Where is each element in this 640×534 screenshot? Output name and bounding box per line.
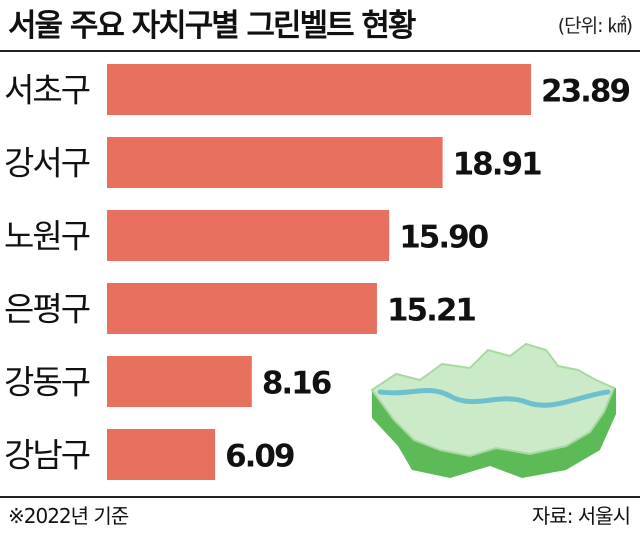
value-label-6: 6.09 <box>225 439 294 475</box>
source-label: 자료: 서울시 <box>531 504 631 528</box>
value-label-2: 18.91 <box>453 147 541 183</box>
category-label-1: 서초구 <box>4 71 90 110</box>
bar-6 <box>107 429 216 480</box>
bottom-divider <box>0 496 640 498</box>
value-label-3: 15.90 <box>399 220 488 256</box>
bar-1 <box>107 64 531 115</box>
category-label-6: 강남구 <box>4 436 90 475</box>
bar-2 <box>107 137 443 188</box>
category-label-2: 강서구 <box>4 144 90 183</box>
category-label-5: 강동구 <box>4 363 90 402</box>
bar-5 <box>107 356 252 407</box>
unit-label: (단위: ㎢) <box>557 15 633 37</box>
top-divider <box>0 50 640 52</box>
value-label-4: 15.21 <box>387 293 475 329</box>
category-label-3: 노원구 <box>4 217 90 256</box>
bar-4 <box>107 283 377 334</box>
value-label-5: 8.16 <box>262 366 331 402</box>
bar-3 <box>107 210 390 261</box>
chart-title: 서울 주요 자치구별 그린벨트 현황 <box>8 8 416 44</box>
seoul-map-illustration <box>370 342 616 478</box>
footnote: ※2022년 기준 <box>8 504 129 528</box>
category-label-4: 은평구 <box>4 290 90 329</box>
value-label-1: 23.89 <box>541 74 629 110</box>
river-line <box>377 388 611 408</box>
